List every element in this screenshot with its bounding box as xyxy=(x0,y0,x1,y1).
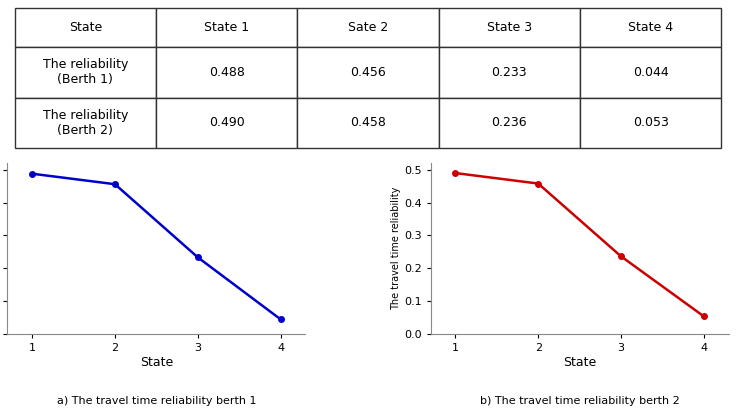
Y-axis label: The travel time reliability: The travel time reliability xyxy=(391,187,401,310)
Text: b) The travel time reliability berth 2: b) The travel time reliability berth 2 xyxy=(480,396,679,406)
Text: a) The travel time reliability berth 1: a) The travel time reliability berth 1 xyxy=(57,396,256,406)
X-axis label: State: State xyxy=(563,356,596,368)
X-axis label: State: State xyxy=(140,356,173,368)
